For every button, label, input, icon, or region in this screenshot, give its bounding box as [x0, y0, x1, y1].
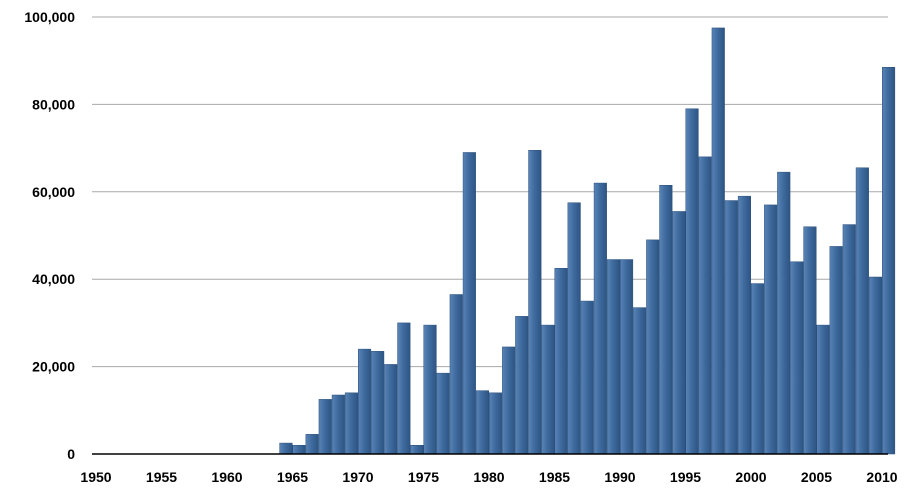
x-tick-label: 2005	[801, 469, 832, 485]
x-tick-label: 1985	[539, 469, 570, 485]
bar-1967	[318, 399, 332, 455]
bar-1966	[305, 434, 319, 455]
bar-1989	[606, 259, 621, 455]
bar-1978	[462, 152, 476, 455]
bar-1992	[646, 239, 660, 455]
x-tick-label: 1995	[670, 469, 701, 485]
x-tick-labels: 1950 1955 1960 1965 1970 1975 1980 1985 1990 1995…	[80, 469, 897, 485]
y-tick-label: 0	[67, 446, 75, 462]
bar-2004	[803, 226, 817, 455]
bar-1970	[358, 348, 372, 455]
bar-2010	[882, 67, 896, 455]
bar-1969	[344, 392, 358, 455]
x-tick-label: 2010	[866, 469, 897, 485]
bar-1973	[397, 322, 411, 455]
bar-1964	[279, 442, 293, 455]
x-tick-label: 1970	[342, 469, 373, 485]
bar-1968	[331, 394, 345, 455]
bar-1987	[580, 300, 594, 455]
bar-2002	[777, 171, 791, 455]
bar-1980	[489, 392, 503, 455]
bar-1999	[737, 195, 752, 455]
x-tick-label: 2000	[735, 469, 766, 485]
bar-1975	[423, 324, 437, 455]
x-tick-label: 1965	[277, 469, 308, 485]
y-tick-label: 20,000	[32, 359, 75, 375]
y-tick-label: 60,000	[32, 184, 75, 200]
bar-1986	[567, 202, 581, 455]
bar-2007	[842, 224, 856, 455]
y-tick-label: 40,000	[32, 271, 75, 287]
bar-2001	[764, 204, 778, 455]
bar-1976	[436, 372, 450, 455]
y-tick-labels: 0 20,000 40,000 60,000 80,000 100,000	[24, 9, 75, 462]
bar-1965	[292, 445, 306, 455]
x-tick-label: 1990	[604, 469, 635, 485]
bar-1983	[528, 150, 542, 455]
bar-1979	[475, 390, 489, 455]
bar-1977	[449, 294, 463, 455]
x-tick-label: 1955	[146, 469, 177, 485]
bar-1981	[502, 346, 516, 455]
bar-1991	[633, 307, 647, 455]
bar-1995	[685, 108, 699, 455]
bar-2000	[751, 283, 765, 455]
bar-1990	[620, 259, 634, 455]
bar-2006	[829, 246, 843, 455]
bar-1972	[384, 364, 398, 455]
bar-1998	[724, 200, 738, 455]
bar-1982	[515, 316, 529, 455]
bar-1985	[554, 268, 568, 455]
y-tick-label: 80,000	[32, 96, 75, 112]
bar-2008	[855, 167, 869, 455]
bar-2003	[790, 261, 804, 455]
x-tick-label: 1950	[80, 469, 111, 485]
y-tick-label: 100,000	[24, 9, 75, 25]
bar-2009	[868, 276, 883, 455]
bar-1994	[672, 211, 686, 455]
x-tick-label: 1975	[408, 469, 439, 485]
bar-1993	[659, 185, 673, 455]
bar-1988	[593, 182, 607, 455]
bars	[279, 27, 896, 455]
x-tick-label: 1980	[473, 469, 504, 485]
bar-1984	[541, 324, 555, 455]
bar-1974	[410, 445, 424, 455]
x-tick-label: 1960	[211, 469, 242, 485]
bar-1971	[371, 351, 385, 455]
bar-1996	[698, 156, 712, 455]
bar-1997	[711, 27, 725, 455]
bar-2005	[816, 324, 830, 455]
